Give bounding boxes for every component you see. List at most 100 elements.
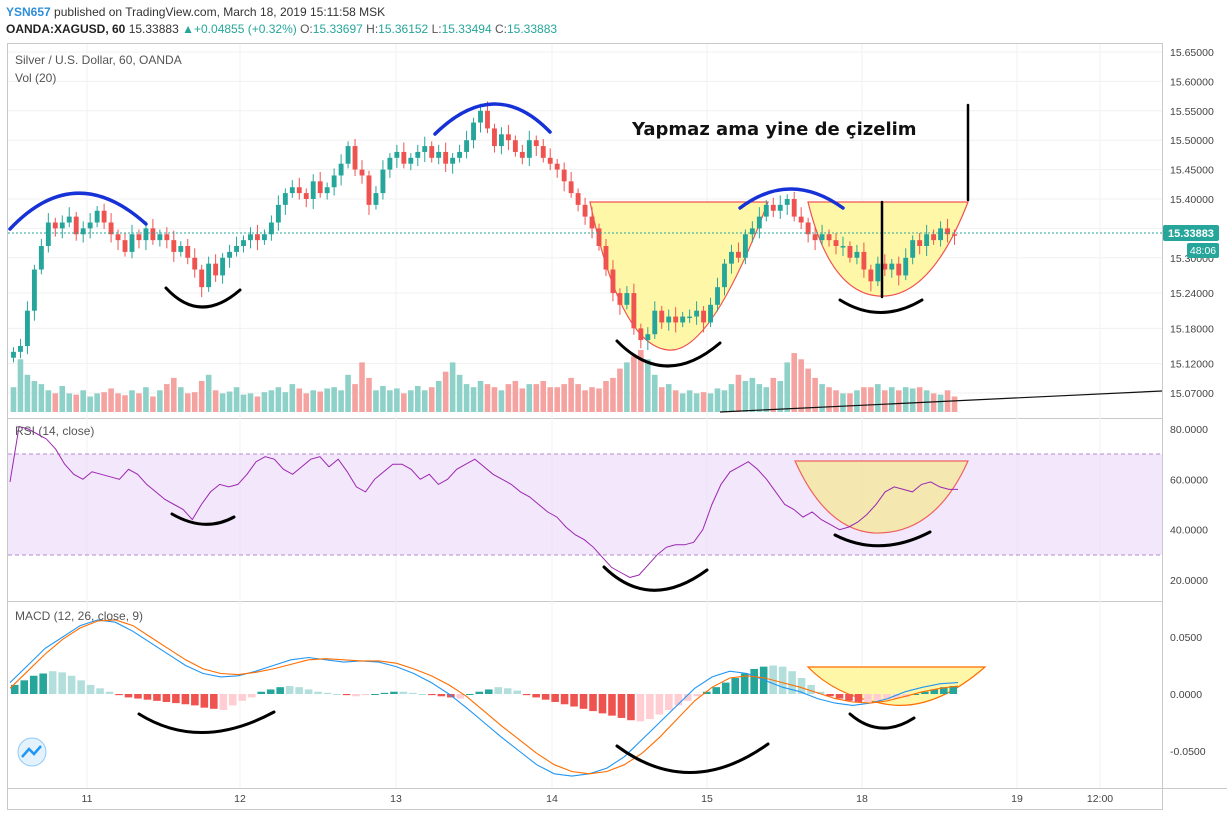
author-link[interactable]: YSN657 (6, 5, 51, 19)
candle-body[interactable] (868, 269, 874, 282)
candle-body[interactable] (255, 234, 260, 241)
candle-body[interactable] (101, 210, 107, 223)
annotation-text[interactable]: Yapmaz ama yine de çizelim (631, 119, 917, 140)
candle-body[interactable] (18, 345, 23, 352)
candle-body[interactable] (742, 234, 748, 258)
candle-body[interactable] (791, 198, 797, 217)
candle-body[interactable] (708, 304, 713, 323)
candle-body[interactable] (589, 216, 595, 229)
candle-body[interactable] (185, 246, 191, 258)
candle-body[interactable] (415, 151, 421, 158)
candle-body[interactable] (115, 234, 121, 241)
candle-body[interactable] (638, 328, 644, 341)
candle-body[interactable] (282, 193, 288, 205)
candle-body[interactable] (694, 310, 700, 317)
candle-body[interactable] (826, 234, 832, 241)
candle-body[interactable] (735, 251, 741, 258)
candle-body[interactable] (31, 269, 37, 311)
candle-body[interactable] (582, 204, 588, 217)
candle-body[interactable] (952, 234, 957, 236)
candle-body[interactable] (464, 140, 470, 152)
candle-body[interactable] (261, 234, 267, 241)
candle-body[interactable] (610, 269, 616, 294)
candle-body[interactable] (652, 310, 658, 335)
candle-body[interactable] (805, 222, 811, 235)
candle-body[interactable] (875, 263, 881, 282)
candle-body[interactable] (533, 140, 539, 147)
candle-body[interactable] (861, 251, 867, 270)
candle-body[interactable] (882, 263, 888, 270)
candle-body[interactable] (338, 163, 344, 176)
candle-body[interactable] (770, 204, 776, 211)
candle-body[interactable] (192, 257, 198, 270)
candle-body[interactable] (547, 157, 553, 164)
candle-body[interactable] (436, 151, 442, 158)
candle-body[interactable] (303, 193, 309, 199)
candle-body[interactable] (847, 246, 853, 258)
candle-body[interactable] (387, 157, 393, 170)
candle-body[interactable] (512, 140, 518, 152)
candle-body[interactable] (729, 251, 734, 264)
candle-body[interactable] (66, 216, 72, 223)
candle-body[interactable] (624, 293, 630, 305)
candle-body[interactable] (73, 216, 79, 235)
candle-body[interactable] (352, 146, 358, 170)
candle-body[interactable] (519, 151, 525, 158)
candle-body[interactable] (289, 187, 295, 194)
candle-body[interactable] (457, 151, 463, 158)
candle-body[interactable] (401, 151, 407, 164)
candle-body[interactable] (450, 157, 456, 164)
candle-body[interactable] (505, 134, 511, 141)
candle-body[interactable] (485, 110, 490, 129)
trend-line[interactable] (719, 390, 1163, 413)
candle-body[interactable] (715, 287, 720, 305)
candle-body[interactable] (896, 263, 902, 276)
candle-body[interactable] (903, 257, 909, 276)
pattern-arcs[interactable] (8, 102, 970, 774)
candle-body[interactable] (777, 204, 783, 211)
candle-body[interactable] (408, 157, 414, 164)
candle-body[interactable] (171, 240, 177, 252)
candle-body[interactable] (575, 193, 581, 205)
candle-body[interactable] (80, 228, 86, 235)
candle-body[interactable] (199, 269, 205, 288)
candle-body[interactable] (24, 310, 30, 346)
candle-body[interactable] (213, 263, 219, 276)
candle-body[interactable] (275, 204, 281, 223)
candle-body[interactable] (429, 146, 435, 158)
candle-body[interactable] (889, 263, 895, 270)
candle-body[interactable] (554, 163, 560, 170)
candle-body[interactable] (798, 216, 804, 223)
candle-body[interactable] (666, 316, 672, 323)
candle-body[interactable] (422, 146, 428, 152)
candlesticks[interactable] (11, 101, 957, 363)
candle-body[interactable] (11, 351, 16, 358)
candle-body[interactable] (345, 146, 351, 164)
candle-body[interactable] (178, 246, 184, 252)
candle-body[interactable] (701, 310, 707, 323)
candle-body[interactable] (540, 146, 546, 158)
candle-body[interactable] (812, 234, 818, 241)
candle-body[interactable] (52, 222, 58, 229)
price-axis[interactable]: 15.65000 15.60000 15.55000 15.50000 15.45000… (1170, 47, 1214, 758)
candle-body[interactable] (784, 198, 790, 205)
candle-body[interactable] (129, 234, 135, 252)
candle-body[interactable] (443, 151, 449, 164)
candle-body[interactable] (645, 334, 651, 341)
candle-body[interactable] (366, 175, 372, 205)
candle-body[interactable] (819, 234, 825, 241)
time-axis[interactable]: 11 12 13 14 15 18 19 12:00 (82, 793, 1114, 805)
candle-body[interactable] (498, 134, 504, 147)
candle-body[interactable] (150, 228, 156, 241)
candle-body[interactable] (568, 181, 574, 194)
candle-body[interactable] (38, 246, 44, 270)
candle-body[interactable] (938, 228, 944, 241)
candle-body[interactable] (380, 169, 386, 194)
candle-body[interactable] (310, 181, 316, 199)
candle-body[interactable] (220, 257, 226, 276)
candle-body[interactable] (296, 187, 302, 194)
candle-body[interactable] (945, 228, 950, 235)
candle-body[interactable] (317, 181, 323, 194)
candle-body[interactable] (394, 151, 400, 158)
